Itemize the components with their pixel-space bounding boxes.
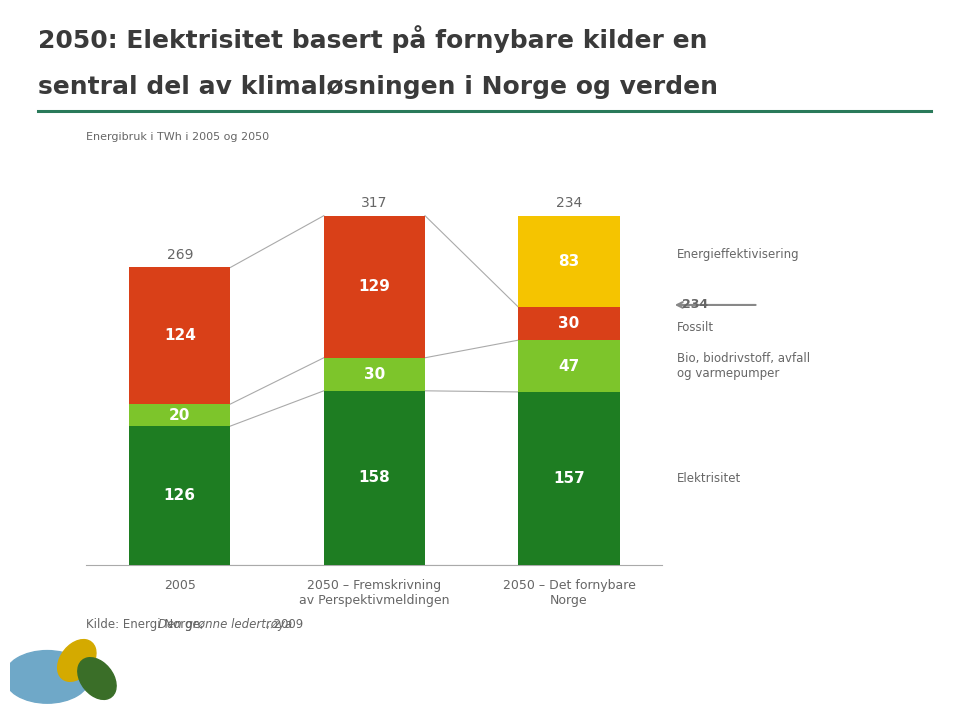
Text: 20: 20: [169, 408, 190, 423]
Text: Energieffektivisering: Energieffektivisering: [677, 247, 800, 261]
Text: 124: 124: [164, 328, 196, 343]
Text: 126: 126: [164, 488, 196, 503]
Text: Fossilt: Fossilt: [677, 321, 714, 334]
Text: 30: 30: [364, 367, 385, 382]
Bar: [130, 267, 230, 404]
Circle shape: [4, 651, 90, 704]
Text: 234: 234: [682, 298, 708, 312]
Text: 47: 47: [559, 358, 580, 373]
Text: 129: 129: [358, 280, 391, 295]
Text: Bio, biodrivstoff, avfall
og varmepumper: Bio, biodrivstoff, avfall og varmepumper: [677, 352, 810, 380]
Text: Energibruk i TWh i 2005 og 2050: Energibruk i TWh i 2005 og 2050: [86, 132, 270, 142]
Bar: [518, 307, 619, 340]
Text: 83: 83: [559, 254, 580, 269]
Bar: [324, 358, 425, 391]
Bar: [518, 392, 619, 565]
Text: sentral del av klimaløsningen i Norge og verden: sentral del av klimaløsningen i Norge og…: [38, 75, 718, 99]
Ellipse shape: [78, 658, 116, 699]
Text: Kilde: Energi Norge,: Kilde: Energi Norge,: [86, 618, 207, 631]
Bar: [324, 216, 425, 358]
Text: 234: 234: [556, 196, 582, 210]
Bar: [518, 340, 619, 392]
Text: Elektrisitet: Elektrisitet: [677, 472, 741, 485]
Bar: [324, 391, 425, 565]
Text: 2050: Elektrisitet basert på fornybare kilder en: 2050: Elektrisitet basert på fornybare k…: [38, 25, 708, 53]
Text: 157: 157: [553, 471, 585, 486]
Bar: [518, 216, 619, 307]
Text: 317: 317: [361, 196, 388, 210]
Bar: [130, 404, 230, 426]
Bar: [130, 426, 230, 565]
Text: Den grønne ledertrøya: Den grønne ledertrøya: [158, 618, 293, 631]
Ellipse shape: [58, 640, 96, 681]
Text: 269: 269: [166, 248, 193, 262]
Text: 158: 158: [358, 470, 391, 485]
Text: , 2009: , 2009: [266, 618, 303, 631]
Text: 30: 30: [559, 316, 580, 331]
